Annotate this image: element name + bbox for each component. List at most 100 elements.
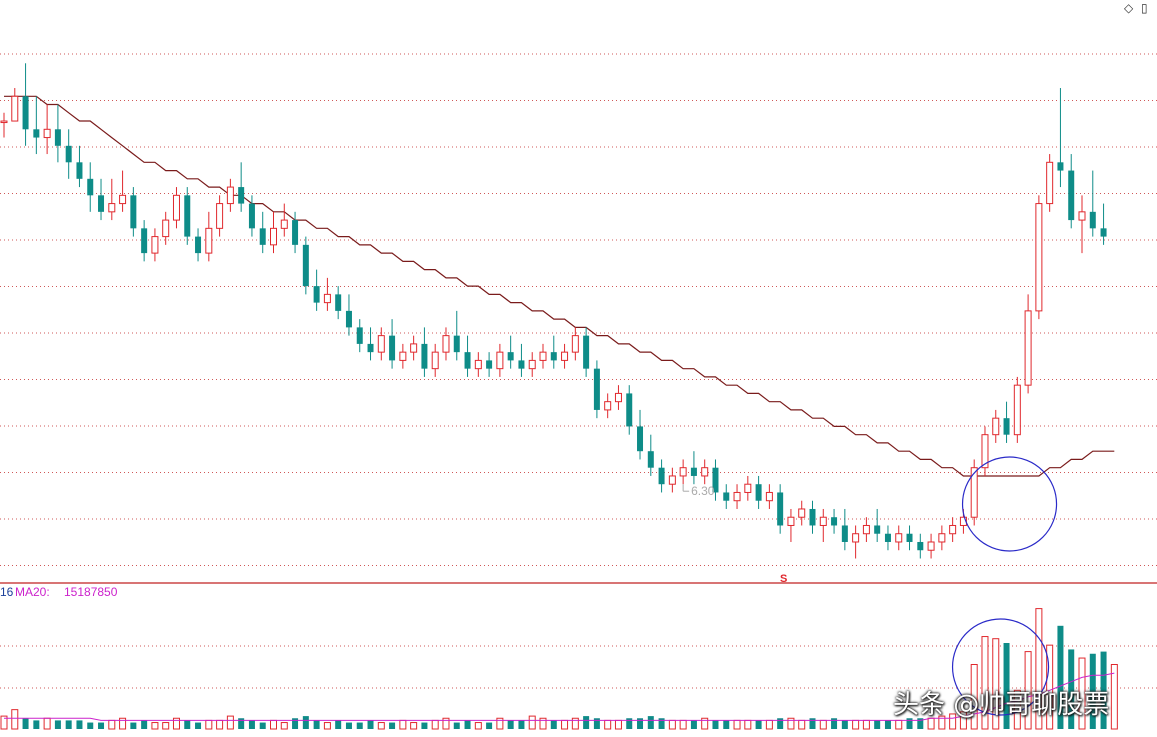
volume-bar-down: [54, 720, 61, 729]
candle-body-down: [453, 335, 460, 353]
volume-bar-up: [280, 722, 288, 730]
volume-bar-up: [1046, 644, 1054, 730]
volume-bar-down: [593, 718, 600, 729]
price-ma-line: [4, 95, 1115, 477]
volume-ma-value: 15187850: [64, 585, 118, 599]
volume-bar-down: [841, 720, 848, 729]
volume-indicator-prefix: 16: [0, 585, 14, 599]
candle-body-up: [819, 516, 827, 526]
volume-bar-up: [938, 715, 946, 730]
candle-body-down: [593, 368, 600, 410]
volume-bar-down: [917, 718, 924, 729]
candle-body-up: [765, 491, 773, 502]
candle-body-up: [862, 524, 870, 535]
candle-body-down: [54, 129, 61, 146]
volume-bar-down: [65, 720, 72, 729]
candle-body-down: [184, 195, 191, 237]
candle-body-up: [614, 392, 622, 403]
volume-bar-down: [486, 722, 493, 729]
candle-body-up: [701, 467, 709, 477]
candle-body-up: [852, 533, 860, 543]
candle-body-down: [884, 533, 891, 542]
candle-body-down: [1003, 418, 1010, 435]
price-grid: [0, 53, 1157, 566]
volume-bar-down: [658, 718, 665, 729]
volume-bar-up: [970, 664, 978, 730]
candle-body-up: [399, 351, 407, 361]
candle-body-up: [927, 541, 935, 551]
candle-body-down: [65, 145, 72, 163]
candle-body-up: [216, 203, 224, 229]
volume-bar-up: [798, 719, 806, 730]
volume-bar-down: [583, 716, 590, 729]
candle-body-down: [507, 352, 514, 361]
candle-body-down: [313, 286, 320, 303]
candle-body-up: [431, 351, 439, 370]
candle-body-up: [172, 194, 180, 221]
volume-bar-up: [270, 719, 277, 730]
candle-body-up: [798, 508, 806, 518]
candle-body-up: [1046, 161, 1054, 205]
watermark-text: 头条 @帅哥聊股票: [893, 690, 1110, 720]
volume-bar-down: [1057, 625, 1064, 729]
candle-body-up: [787, 516, 795, 526]
candle-body-down: [22, 96, 29, 130]
volume-bar-up: [895, 719, 903, 730]
volume-bar-down: [22, 718, 29, 729]
volume-bar-down: [690, 720, 697, 729]
volume-bar-down: [647, 716, 654, 729]
candle-body-up: [151, 236, 159, 254]
candle-body-down: [302, 244, 309, 287]
candle-body-up: [226, 186, 234, 205]
candle-body-up: [938, 533, 946, 543]
volume-bar-down: [130, 722, 137, 729]
candle-body-up: [377, 335, 385, 353]
volume-bar-up: [474, 722, 482, 730]
volume-bar-up: [431, 719, 439, 730]
candle-body-down: [87, 178, 94, 196]
volume-bar-down: [76, 720, 83, 729]
volume-bar-down: [1068, 649, 1075, 729]
volume-bar-down: [809, 718, 816, 729]
volume-bar-up: [377, 722, 385, 730]
diamond-icon[interactable]: ◇: [1124, 1, 1134, 15]
candle-body-up: [205, 227, 213, 254]
candle-body-up: [410, 343, 418, 353]
candle-body-down: [1068, 170, 1075, 221]
candle-body-down: [518, 360, 525, 369]
volume-bar-down: [723, 720, 730, 729]
candle-body-down: [777, 492, 784, 526]
signal-marker: S: [780, 573, 787, 585]
candle-body-up: [949, 524, 957, 535]
volume-bar-up: [528, 715, 536, 730]
volume-bar-up: [323, 722, 331, 730]
candle-body-up: [561, 351, 569, 361]
volume-bar-down: [550, 720, 557, 729]
volume-bar-up: [151, 722, 159, 730]
volume-bar-up: [442, 717, 450, 730]
volume-bar-down: [464, 720, 471, 729]
volume-bar-down: [1100, 651, 1107, 729]
volume-bar-up: [119, 717, 127, 730]
panel-toggle-icon[interactable]: ▯: [1141, 1, 1148, 15]
candle-body-up: [1078, 211, 1086, 221]
candle-body-down: [345, 310, 352, 328]
candle-body-down: [356, 327, 363, 344]
candle-body-down: [259, 228, 266, 245]
candle-body-up: [323, 293, 331, 304]
volume-bar-up: [1078, 657, 1086, 730]
candle-body-down: [389, 335, 396, 361]
volume-bar-down: [712, 720, 719, 729]
candle-body-up: [0, 120, 8, 124]
candle-body-down: [238, 187, 245, 204]
candle-body-down: [690, 467, 697, 476]
volume-bar-down: [184, 720, 191, 729]
volume-bar-down: [292, 718, 299, 729]
volume-bar-up: [765, 719, 773, 730]
candle-body-up: [733, 491, 741, 502]
candle-body-down: [367, 343, 374, 353]
volume-ma-line: [4, 672, 1115, 721]
volume-bar-down: [777, 718, 784, 729]
volume-bar-down: [367, 720, 374, 729]
volume-bar-up: [959, 711, 967, 730]
